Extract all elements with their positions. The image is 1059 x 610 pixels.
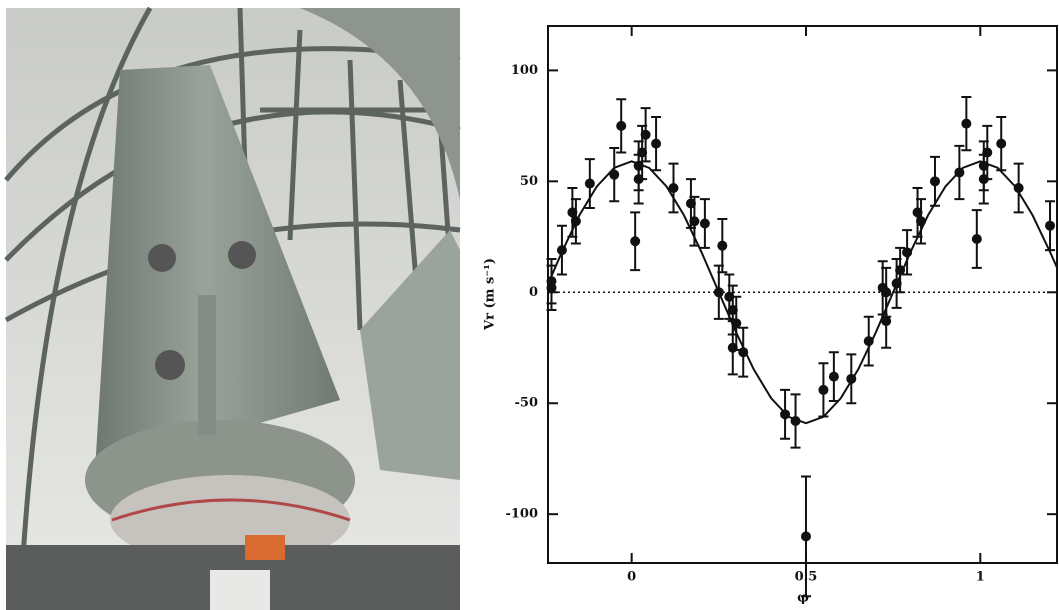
x-axis-label: φ	[797, 591, 809, 606]
y-tick-label: 50	[520, 174, 538, 189]
data-point	[616, 120, 627, 131]
data-point	[699, 218, 710, 229]
tube-fitting	[155, 350, 185, 380]
data-point	[1013, 182, 1024, 193]
data-point	[996, 138, 1007, 149]
data-point	[1045, 220, 1056, 231]
y-axis-label: Vr (m s⁻¹)	[483, 258, 498, 331]
data-point	[818, 384, 829, 395]
x-tick-label: 0	[627, 570, 636, 585]
x-tick-label: 1	[976, 570, 985, 585]
y-tick-label: 0	[529, 285, 538, 300]
finder-scope	[198, 295, 216, 435]
data-point	[828, 371, 839, 382]
data-point	[982, 147, 993, 158]
data-point	[717, 240, 728, 251]
telescope-photo	[4, 6, 461, 610]
data-point	[881, 287, 892, 298]
data-point	[668, 182, 679, 193]
telescope-arm	[360, 230, 460, 480]
data-point	[727, 342, 738, 353]
tube-fitting	[228, 241, 256, 269]
data-point	[929, 176, 940, 187]
plot-frame	[547, 25, 1058, 564]
tube-fitting	[148, 244, 176, 272]
data-point	[630, 236, 641, 247]
red-band	[111, 498, 351, 522]
y-tick-label: -50	[515, 396, 539, 411]
pier	[210, 570, 270, 610]
data-point	[800, 531, 811, 542]
y-tick-label: 100	[511, 63, 538, 78]
data-point	[971, 234, 982, 245]
data-point	[584, 178, 595, 189]
data-point	[961, 118, 972, 129]
data-point	[609, 169, 620, 180]
data-point	[640, 129, 651, 140]
fit-curve	[547, 160, 1058, 425]
data-point	[881, 316, 892, 327]
data-point	[651, 138, 662, 149]
dome-arch	[300, 8, 460, 200]
data-point	[689, 216, 700, 227]
y-tick-label: -100	[505, 507, 538, 522]
orange-box	[245, 535, 285, 560]
mount-ring	[110, 475, 350, 565]
